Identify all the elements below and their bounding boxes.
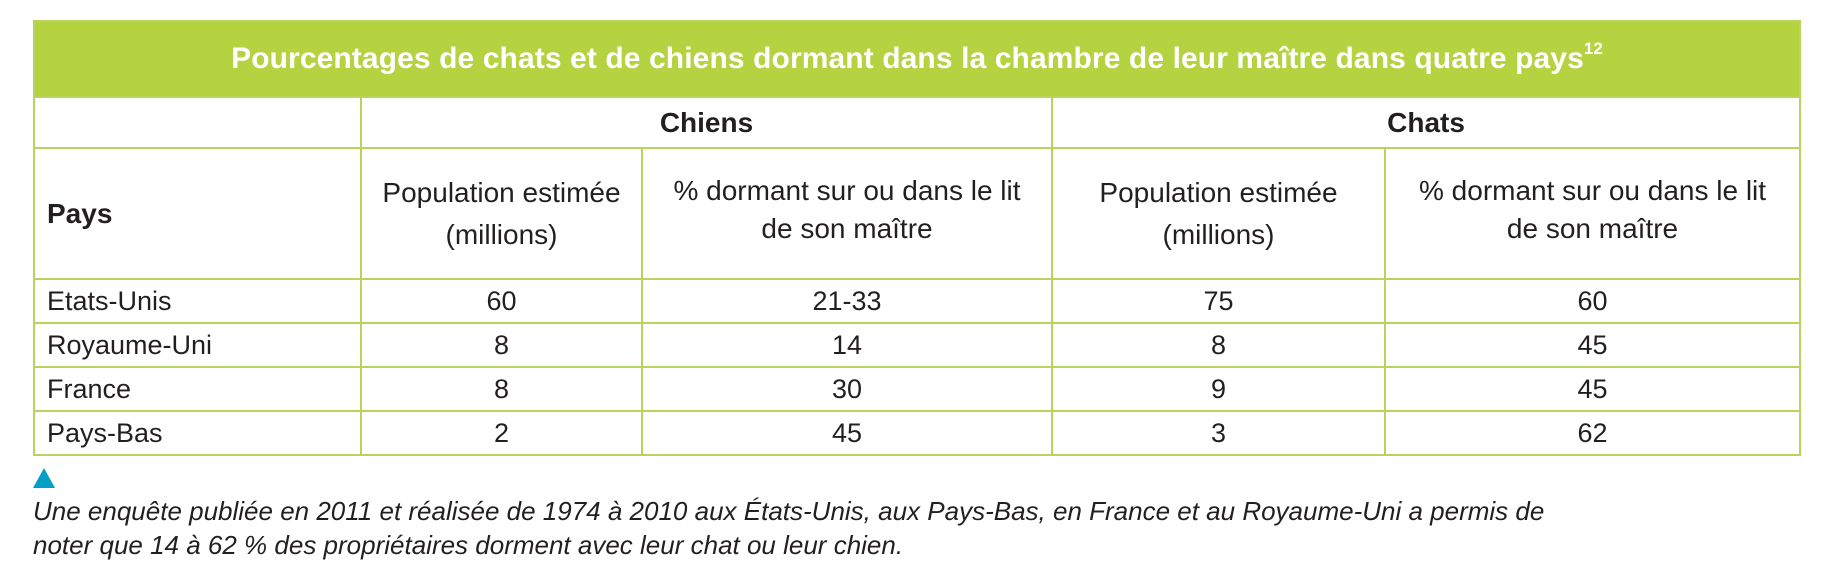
cell-cats-pct: 62: [1383, 410, 1802, 456]
header-line: de son maître: [1506, 212, 1679, 244]
pets-sleeping-table: Pourcentages de chats et de chiens dorma…: [32, 20, 1802, 456]
group-header-dogs: Chiens: [360, 96, 1053, 149]
header-line: % dormant sur ou dans le lit: [673, 174, 1021, 206]
cell-country: Royaume-Uni: [33, 322, 362, 368]
cell-dogs-pct: 30: [641, 366, 1053, 412]
cell-cats-population: 75: [1051, 278, 1386, 324]
header-line: Population estimée: [382, 176, 621, 208]
footnote-line: noter que 14 à 62 % des propriétaires do…: [33, 530, 904, 560]
cell-dogs-population: 2: [360, 410, 643, 456]
cell-cats-population: 8: [1051, 322, 1386, 368]
cell-cats-pct: 60: [1383, 278, 1802, 324]
header-line: Population estimée: [1099, 176, 1338, 208]
cell-country: France: [33, 366, 362, 412]
table-title-text: Pourcentages de chats et de chiens dorma…: [231, 42, 1584, 75]
cell-dogs-population: 8: [360, 322, 643, 368]
cell-dogs-pct: 14: [641, 322, 1053, 368]
group-header-empty: [33, 96, 362, 149]
table-row: Royaume-Uni 8 14 8 45: [33, 322, 1802, 368]
column-header-cats-pct: % dormant sur ou dans le lit de son maîtr…: [1383, 147, 1802, 280]
column-header-cats-population: Population estimée (millions): [1051, 147, 1386, 280]
group-header-cats: Chats: [1050, 96, 1802, 149]
table-row: Etats-Unis 60 21-33 75 60: [33, 278, 1802, 324]
cell-dogs-pct: 45: [641, 410, 1053, 456]
footnote-line: Une enquête publiée en 2011 et réalisée …: [33, 496, 1545, 526]
cell-cats-pct: 45: [1383, 322, 1802, 368]
table-row: Pays-Bas 2 45 3 62: [33, 410, 1802, 456]
cell-dogs-pct: 21-33: [641, 278, 1053, 324]
cell-cats-population: 9: [1051, 366, 1386, 412]
table-row: France 8 30 9 45: [33, 366, 1802, 412]
column-header-dogs-pct: % dormant sur ou dans le lit de son maîtr…: [641, 147, 1053, 280]
table-title: Pourcentages de chats et de chiens dorma…: [32, 20, 1802, 98]
header-line: (millions): [445, 218, 558, 250]
column-header-country: Pays: [33, 147, 362, 280]
table-title-footnote: 12: [1583, 39, 1603, 58]
footnote-text: Une enquête publiée en 2011 et réalisée …: [33, 494, 1813, 562]
cell-dogs-population: 8: [360, 366, 643, 412]
header-line: % dormant sur ou dans le lit: [1419, 174, 1767, 206]
table-container: Pourcentages de chats et de chiens dorma…: [32, 20, 1802, 456]
cell-dogs-population: 60: [360, 278, 643, 324]
cell-cats-population: 3: [1051, 410, 1386, 456]
header-line: de son maître: [761, 212, 933, 244]
header-line: (millions): [1162, 218, 1275, 250]
cell-country: Pays-Bas: [33, 410, 362, 456]
cell-cats-pct: 45: [1383, 366, 1802, 412]
cell-country: Etats-Unis: [33, 278, 362, 324]
triangle-up-icon: [33, 468, 55, 488]
column-header-dogs-population: Population estimée (millions): [360, 147, 643, 280]
